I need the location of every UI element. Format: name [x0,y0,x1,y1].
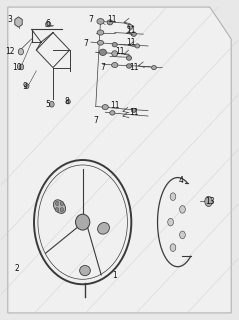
Ellipse shape [126,56,132,60]
Text: 11: 11 [129,108,139,117]
Circle shape [205,196,212,206]
Ellipse shape [102,105,108,110]
Text: 11: 11 [129,63,139,72]
Text: 11: 11 [127,38,136,47]
Text: 3: 3 [8,15,13,24]
Ellipse shape [112,62,118,68]
Ellipse shape [97,30,104,35]
Text: 6: 6 [46,19,51,28]
Text: 11: 11 [110,101,120,110]
Polygon shape [8,7,231,313]
Text: 10: 10 [12,63,22,72]
Text: 9: 9 [22,82,27,91]
Text: 12: 12 [5,47,15,56]
Ellipse shape [152,66,156,70]
Ellipse shape [25,84,29,89]
Text: 7: 7 [88,15,93,24]
Text: 8: 8 [65,97,70,106]
Ellipse shape [19,64,24,70]
Circle shape [60,208,64,212]
Circle shape [170,244,176,252]
Ellipse shape [107,20,113,25]
Text: 7: 7 [84,39,89,48]
Ellipse shape [53,200,65,213]
Text: 11: 11 [115,47,124,56]
Polygon shape [15,17,22,27]
Circle shape [168,218,174,226]
Circle shape [180,205,185,213]
Ellipse shape [18,49,23,55]
Circle shape [55,208,59,212]
Text: 7: 7 [100,63,105,72]
Text: 1: 1 [112,271,117,280]
Circle shape [55,201,59,206]
Ellipse shape [97,19,104,24]
Ellipse shape [128,25,133,29]
Text: 13: 13 [205,197,215,206]
Text: 5: 5 [46,100,51,109]
Ellipse shape [49,101,54,107]
Ellipse shape [112,51,118,56]
Ellipse shape [66,100,70,104]
Text: 11: 11 [108,15,117,24]
Ellipse shape [131,32,136,36]
Circle shape [180,231,185,239]
Text: 4: 4 [179,176,184,185]
Ellipse shape [126,64,132,68]
Ellipse shape [99,49,106,55]
Ellipse shape [110,111,115,115]
Circle shape [60,201,64,206]
Circle shape [170,193,176,200]
Text: 11: 11 [127,27,136,36]
Ellipse shape [112,43,117,47]
Text: 2: 2 [15,264,20,274]
Ellipse shape [46,22,51,27]
Text: 7: 7 [93,116,98,125]
Ellipse shape [131,108,136,112]
Ellipse shape [98,40,103,45]
Ellipse shape [76,214,90,230]
Ellipse shape [135,44,140,48]
Ellipse shape [80,266,90,276]
Ellipse shape [98,222,109,234]
